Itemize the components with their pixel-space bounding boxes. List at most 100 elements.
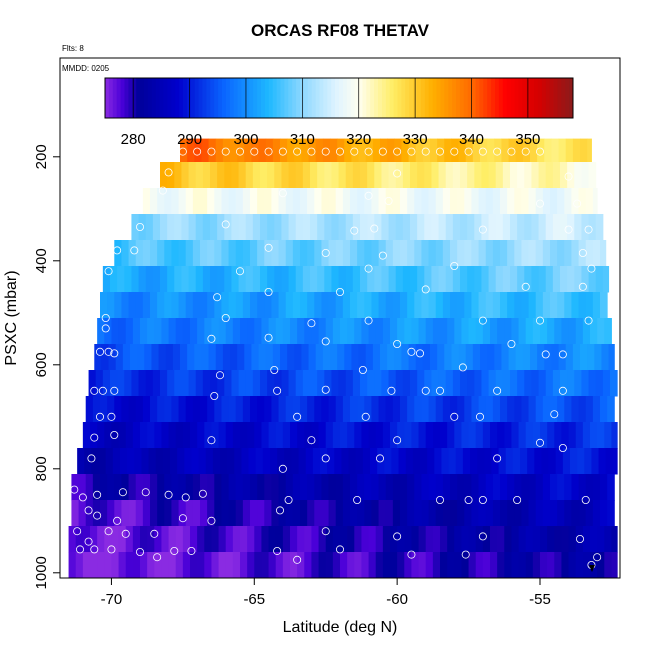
heatmap-cell [397,422,405,449]
heatmap-cell [312,448,321,475]
heatmap-cell [381,370,390,397]
colorbar-strip [452,78,457,118]
heatmap-cell [285,188,294,215]
observation-point [181,493,190,502]
heatmap-cell [464,500,472,527]
heatmap-cell [334,448,342,475]
heatmap-cell [142,500,151,527]
heatmap-cell [207,474,215,501]
heatmap-cell [342,500,351,527]
heatmap-cell [402,266,411,293]
heatmap-cell [200,474,208,501]
observation-point [307,147,316,156]
heatmap-cell [538,370,547,397]
colorbar-strip [264,78,270,118]
heatmap-cell [347,552,355,578]
heatmap-cell [278,396,287,423]
heatmap-cell [458,138,467,166]
heatmap-cell [111,422,120,449]
heatmap-cells [68,138,618,578]
heatmap-cell [361,552,370,578]
heatmap-cell [295,266,304,293]
heatmap-cell [551,344,560,371]
heatmap-cell [552,266,561,293]
observation-point [593,553,602,562]
heatmap-cell [447,422,455,449]
heatmap-cell [500,240,508,267]
colorbar-strip [276,78,281,118]
colorbar-strip [327,78,332,118]
heatmap-cell [125,318,134,345]
heatmap-cell [571,500,580,527]
heatmap-cell [252,370,261,397]
heatmap-cell [478,240,487,267]
heatmap-cell [185,240,194,267]
heatmap-cell [545,370,554,397]
colorbar-strip [534,78,539,118]
heatmap-cell [310,370,318,397]
heatmap-cell [514,240,522,267]
heatmap-cell [480,138,488,166]
observation-point [278,189,287,198]
observation-point [564,225,573,234]
heatmap-cell [404,552,412,578]
heatmap-cell [520,448,528,475]
heatmap-cell [521,188,530,215]
heatmap-cell [164,396,172,423]
heatmap-cell [530,138,538,166]
heatmap-cell [552,370,561,397]
heatmap-cell [351,344,360,371]
colorbar-strip [179,78,184,118]
heatmap-cell [142,474,151,501]
heatmap-cell [400,240,408,267]
colorbar-strip [222,78,227,118]
heatmap-cell [255,448,264,475]
heatmap-cell [134,448,142,475]
heatmap-cell [438,162,447,189]
heatmap-cell [551,138,560,166]
heatmap-cell [182,422,191,449]
heatmap-cell [490,552,498,578]
heatmap-cell [311,318,320,345]
heatmap-cell [444,138,452,166]
heatmap-cell [224,162,232,189]
heatmap-cell [314,474,322,501]
heatmap-cell [565,138,574,166]
heatmap-cell [152,266,161,293]
heatmap-cell [385,188,394,215]
observation-point [273,386,282,395]
heatmap-cell [394,344,402,371]
heatmap-cell [205,448,214,475]
heatmap-cell [185,292,194,319]
heatmap-cell [371,188,380,215]
heatmap-cell [604,552,612,578]
heatmap-cell [274,214,282,241]
heatmap-cell [237,344,245,371]
heatmap-cell [105,448,114,475]
heatmap-cell [332,422,341,449]
observation-point [564,172,573,181]
heatmap-cell [451,344,460,371]
heatmap-cell [274,162,282,189]
heatmap-cell [161,318,170,345]
colorbar-strip [307,78,313,118]
observation-point [321,385,330,394]
heatmap-cell [365,344,374,371]
colorbar-strip [510,78,515,118]
heatmap-cell [178,292,187,319]
observation-point [90,433,99,442]
heatmap-cell [400,500,408,527]
heatmap-cell [101,344,110,371]
colorbar-strip [444,78,449,118]
heatmap-cell [571,474,580,501]
heatmap-cell [400,292,408,319]
heatmap-cell [107,474,115,501]
heatmap-cell [410,266,418,293]
heatmap-cell [575,422,584,449]
colorbar-strip [339,78,344,118]
heatmap-cell [200,188,208,215]
colorbar-tick-label: 350 [515,131,540,148]
heatmap-cell [142,292,151,319]
heatmap-cell [385,292,394,319]
heatmap-cell [202,370,211,397]
